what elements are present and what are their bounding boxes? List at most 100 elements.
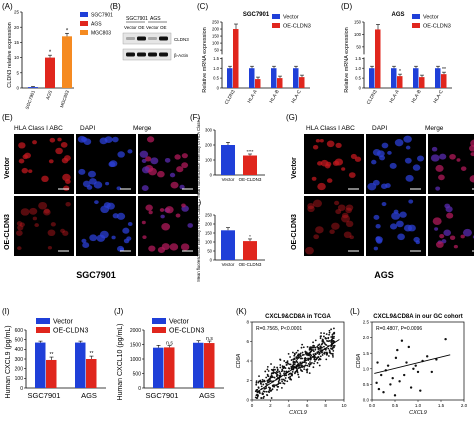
panel-k-x-tick-label: 6 (306, 403, 309, 408)
blot-membrane (122, 48, 172, 61)
panel-g-cell (446, 212, 454, 219)
panel-k-point (296, 371, 299, 374)
panel-l-x-tick-label: 1.0 (415, 403, 422, 408)
panel-g-cell (341, 214, 351, 223)
panel-k-point (332, 350, 335, 352)
panel-k-point (293, 363, 296, 366)
panel-k-point (301, 343, 304, 346)
panel-e-cell (20, 208, 30, 216)
panel-d-significance: * (399, 69, 401, 75)
panel-k-point (321, 340, 324, 342)
panel-k-point (276, 366, 279, 369)
panel-c-y-tick-label: 250 (212, 20, 220, 25)
panel-k-point (255, 380, 258, 382)
panel-k-point (292, 358, 295, 361)
panel-i-y-tick-label: 300 (15, 357, 24, 363)
panel-c-x-tick-label: CLDN3 (224, 89, 237, 106)
panel-k-point (270, 389, 273, 392)
panel-g-cell (334, 200, 340, 206)
panel-e-cell (116, 245, 124, 252)
panel-i-y-tick-label: 0 (20, 386, 23, 392)
panel-letter-b: (B) (110, 2, 121, 11)
panel-k-point (317, 344, 320, 347)
panel-k-point (269, 375, 272, 378)
panel-g-cell (341, 212, 349, 219)
panel-g-cell (394, 139, 404, 147)
panel-e-cell (139, 150, 149, 158)
panel-e-cell (181, 153, 188, 159)
panel-f-bar (221, 145, 235, 175)
panel-j-significance: n.s (166, 341, 173, 347)
panel-l-fit-line (374, 354, 451, 374)
blot-band (137, 52, 146, 57)
panel-c-x-tick-label: HLA-C (290, 89, 303, 105)
panel-e-cell (122, 227, 130, 234)
panel-g-cell (371, 159, 377, 165)
panel-k-point (260, 385, 263, 388)
panel-k-point (256, 388, 259, 391)
panel-e-cell (181, 203, 186, 208)
panel-e-cell (93, 181, 103, 189)
panel-i-y-tick-label: 400 (15, 347, 24, 353)
panel-letter-e: (E) (2, 113, 13, 122)
panel-k-point (330, 341, 332, 343)
panel-k-point (283, 360, 286, 362)
panel-l-point (377, 387, 381, 391)
panel-i-bar (35, 342, 46, 388)
panel-k-point (323, 335, 325, 338)
panel-i-bar (46, 359, 57, 388)
panel-k-point (260, 383, 263, 385)
panel-g-cell (445, 206, 453, 213)
panel-e-cell (50, 222, 56, 227)
panel-k-point (313, 356, 316, 359)
panel-g-cell (403, 135, 412, 143)
panel-k-point (304, 350, 307, 353)
panel-d-legend-swatch (412, 23, 420, 28)
panel-k-point (266, 373, 269, 376)
panel-l-point (391, 376, 394, 380)
panel-k-point (317, 358, 320, 361)
panel-k-point (269, 387, 272, 389)
panel-k-point (314, 360, 316, 363)
panel-k-point (333, 335, 335, 338)
panel-e-cell (18, 158, 25, 164)
panel-d-bar (391, 68, 397, 88)
panel-l-point (416, 370, 420, 374)
panel-k-y-tick-label: 8 (246, 320, 249, 325)
panel-d-legend-label: OE-CLDN3 (423, 24, 451, 30)
panel-k-point (327, 355, 330, 357)
panel-k-point (287, 362, 289, 365)
panel-l-point (414, 364, 417, 367)
panel-k-point (314, 358, 317, 361)
panel-k-point (309, 358, 312, 361)
panel-e-cell (142, 235, 147, 239)
microscopy-e: HLA Class I ABC DAPI Merge Vector OE-CLD… (4, 125, 152, 280)
western-blot: SGC7901 AGS Vector OE Vector OE CLDN3 β-… (122, 16, 189, 61)
panel-e-cell (146, 136, 155, 143)
panel-g-cell (315, 226, 324, 234)
panel-g-cell (439, 153, 447, 160)
panel-k-point (281, 369, 284, 372)
panel-g-cell (345, 204, 354, 211)
ylabel-h: Mean fluorescence intensity of HLA Class… (196, 202, 201, 282)
panel-c-y-tick-label: 0.5 (213, 76, 219, 81)
panel-k-point (271, 369, 274, 372)
micro-header: DAPI (80, 125, 95, 132)
panel-k-point (332, 355, 334, 358)
panel-e-cell (148, 167, 157, 176)
panel-k-point (270, 397, 273, 399)
panel-k-point (283, 374, 286, 377)
panel-g-cell (373, 214, 380, 220)
panel-e-cell (123, 238, 130, 244)
panel-k-point (286, 380, 289, 383)
panel-j-x-tick-label: AGS (199, 391, 215, 400)
panel-e-cell (165, 206, 174, 214)
panel-e-cell (176, 166, 184, 173)
panel-k-point (268, 389, 271, 391)
panel-k-point (263, 380, 265, 383)
panel-k-point (276, 368, 279, 371)
panel-g-cell (460, 234, 465, 239)
panel-k-point (297, 354, 300, 357)
panel-c-y-tick-label: 1.5 (213, 56, 219, 61)
panel-c-bar (255, 79, 261, 88)
